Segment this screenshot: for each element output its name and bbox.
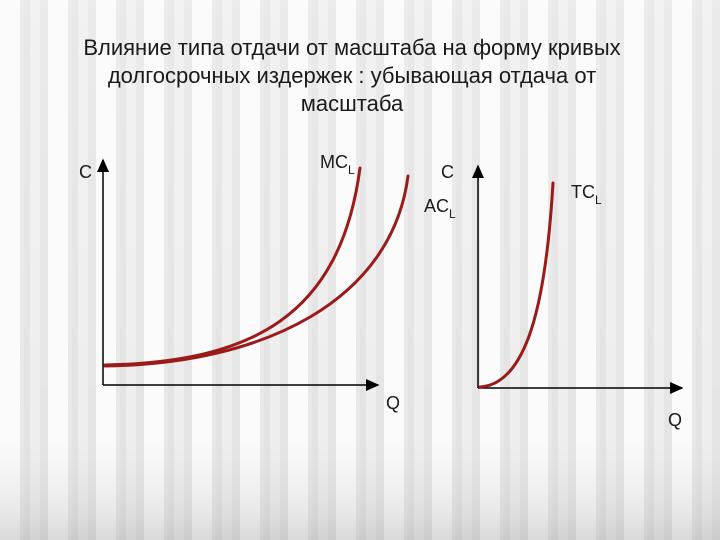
x-axis-label: Q xyxy=(668,410,682,430)
tc-curve xyxy=(478,181,555,389)
curve-subscript: L xyxy=(595,193,602,207)
curve-name: AC xyxy=(424,196,449,216)
curve-label: TCL xyxy=(571,182,602,207)
ac-curve xyxy=(103,174,410,368)
title-line: долгосрочных издержек : убывающая отдача… xyxy=(108,63,596,88)
title-line: масштаба xyxy=(301,91,404,116)
curve-label: ACL xyxy=(424,196,456,221)
curve-name: TC xyxy=(571,182,595,202)
curve-subscript: L xyxy=(449,207,456,221)
curve-label: MCL xyxy=(320,152,355,177)
x-axis-label: Q xyxy=(386,393,400,413)
title-line: Влияние типа отдачи от масштаба на форму… xyxy=(83,35,620,60)
curve-name: MC xyxy=(320,152,348,172)
y-axis-label: C xyxy=(79,162,92,182)
y-axis-label: C xyxy=(441,162,454,182)
curve-subscript: L xyxy=(348,163,355,177)
